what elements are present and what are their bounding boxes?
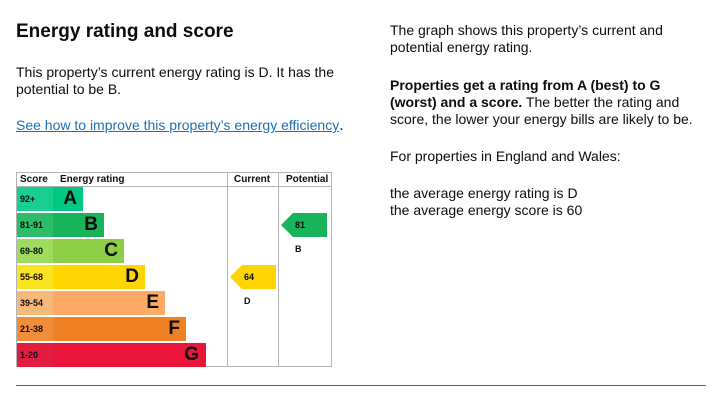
- current-rating-label: 64 D: [244, 272, 255, 306]
- band-letter: D: [125, 266, 139, 287]
- region-text: For properties in England and Wales:: [390, 148, 621, 164]
- band-range: 39-54: [17, 291, 53, 315]
- band-bar: C: [53, 239, 124, 263]
- link-suffix: .: [339, 117, 344, 134]
- band-range: 81-91: [17, 213, 53, 237]
- average-score: the average energy score is 60: [390, 202, 583, 218]
- current-column-divider: [227, 172, 228, 367]
- average-rating: the average energy rating is D: [390, 185, 578, 201]
- band-bar: B: [53, 213, 104, 237]
- header-potential: Potential: [286, 174, 329, 185]
- band-bar: F: [53, 317, 186, 341]
- band-range: 55-68: [17, 265, 53, 289]
- potential-arrow-shape: [281, 213, 327, 237]
- band-letter: B: [84, 214, 98, 235]
- band-range: 69-80: [17, 239, 53, 263]
- band-range: 21-38: [17, 317, 53, 341]
- band-bar: D: [53, 265, 145, 289]
- rating-explanation-bold: Properties get a rating from A (best) to…: [390, 77, 661, 110]
- band-bar: A: [53, 187, 83, 211]
- improve-efficiency-link[interactable]: See how to improve this property’s energ…: [16, 117, 339, 133]
- band-letter: E: [146, 292, 159, 313]
- explanation-section: The graph shows this property’s current …: [390, 22, 710, 219]
- band-letter: G: [184, 344, 199, 365]
- band-letter: C: [104, 240, 118, 261]
- header-divider: [16, 186, 332, 187]
- bottom-divider: [16, 385, 706, 386]
- band-bar: E: [53, 291, 165, 315]
- band-letter: A: [63, 188, 77, 209]
- page-title: Energy rating and score: [16, 21, 234, 42]
- energy-rating-chart: Score Energy rating Current Potential 92…: [16, 172, 332, 367]
- current-arrow-shape: [230, 265, 276, 289]
- header-score: Score: [20, 174, 48, 185]
- band-bar: G: [53, 343, 206, 367]
- potential-rating-label: 81 B: [295, 220, 306, 254]
- band-range: 1-20: [17, 343, 53, 367]
- rating-summary: This property’s current energy rating is…: [16, 64, 334, 97]
- improve-efficiency-link-text[interactable]: See how to improve this property’s energ…: [16, 117, 340, 133]
- band-letter: F: [168, 318, 180, 339]
- rating-explanation: Properties get a rating from A (best) to…: [390, 77, 710, 128]
- potential-column-divider: [278, 172, 279, 367]
- band-range: 92+: [17, 187, 53, 211]
- header-energy-rating: Energy rating: [60, 174, 125, 185]
- rating-explanation-text: The better the rating and score, the low…: [390, 94, 693, 127]
- graph-description: The graph shows this property’s current …: [390, 22, 663, 55]
- intro-section: Energy rating and score This property’s …: [16, 20, 346, 135]
- header-current: Current: [234, 174, 271, 185]
